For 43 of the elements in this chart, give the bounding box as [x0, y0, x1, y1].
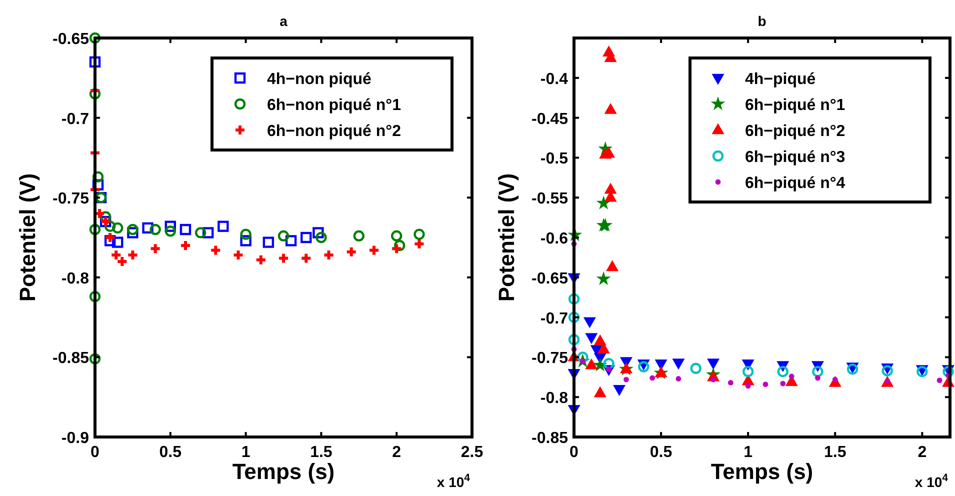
- y-tick-label: -0.5: [540, 150, 568, 168]
- legend-label: 6h−non piqué n°2: [267, 123, 402, 140]
- y-tick-label: -0.45: [532, 110, 568, 128]
- x-tick-label: 2: [392, 444, 402, 461]
- legend-label: 6h−piqué n°1: [745, 97, 846, 114]
- legend-label: 4h−piqué: [745, 71, 816, 88]
- x-tick-label: 0.5: [159, 444, 182, 461]
- y-tick-label: -0.65: [52, 31, 90, 48]
- x-tick-label: 2.5: [460, 444, 484, 461]
- y-tick-label: -0.55: [532, 190, 568, 208]
- legend-label: 6h−piqué n°4: [745, 175, 846, 192]
- chart-title: a: [280, 13, 288, 29]
- legend-label: 6h−piqué n°2: [745, 123, 846, 140]
- y-tick-label: -0.85: [532, 430, 568, 447]
- x-tick-label: 0: [90, 444, 100, 461]
- y-tick-label: -0.8: [61, 270, 90, 288]
- x-axis-title: Temps (s): [232, 459, 335, 484]
- legend-label: 6h−piqué n°3: [745, 149, 846, 166]
- x-axis-title: Temps (s): [710, 459, 814, 484]
- y-tick-label: -0.85: [52, 350, 90, 368]
- text: x 10$^{4}$: [914, 472, 948, 490]
- text: x 10$^{4}$: [436, 472, 470, 490]
- y-tick-label: -0.9: [61, 430, 90, 447]
- x-tick-label: 1: [744, 444, 753, 461]
- y-tick-label: -0.8: [540, 390, 568, 408]
- y-tick-label: -0.4: [540, 70, 568, 88]
- x-tick-label: 1: [241, 444, 250, 461]
- chart-title: b: [758, 13, 766, 29]
- y-tick-label: -0.65: [532, 270, 568, 288]
- x-tick-label: 1.5: [310, 444, 332, 461]
- x-tick-label: 0: [570, 444, 579, 461]
- y-tick-label: -0.7: [61, 110, 90, 128]
- y-tick-label: -0.6: [540, 230, 568, 248]
- y-tick-label: -0.7: [540, 310, 568, 328]
- y-tick-label: -0.75: [52, 190, 90, 208]
- y-axis-title: Potentiel (V): [15, 173, 40, 302]
- legend-label: 4h−non piqué: [267, 71, 372, 88]
- x-tick-label: 2: [918, 444, 927, 461]
- x-tick-label: 1.5: [824, 444, 846, 461]
- legend-label: 6h−non piqué n°1: [267, 97, 402, 114]
- x-tick-label: 0.5: [650, 444, 672, 461]
- y-tick-label: -0.75: [532, 350, 568, 368]
- y-axis-title: Potentiel (V): [494, 173, 519, 302]
